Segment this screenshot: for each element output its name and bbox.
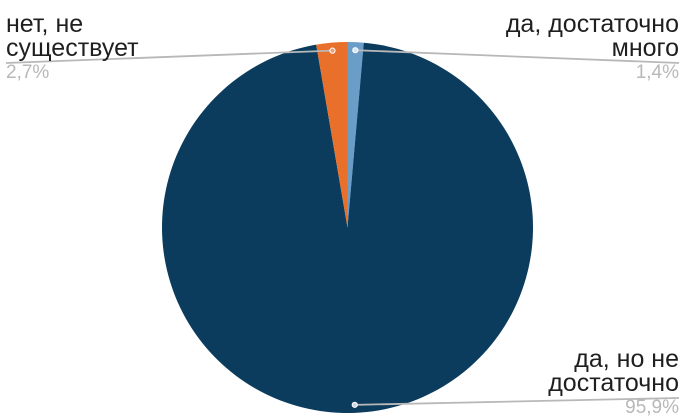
- label-no-does-not-exist: нет, не существует 2,7%: [6, 12, 139, 83]
- label-yes-enough-line1: да, достаточно: [505, 10, 679, 38]
- pie-slice-0: [347, 42, 364, 228]
- label-yes-not-enough: да, но не достаточно 95,9%: [548, 347, 679, 418]
- label-no-does-not-exist-line2: существует: [6, 34, 139, 62]
- label-yes-not-enough-line1: да, но не: [574, 345, 679, 373]
- label-yes-not-enough-percent: 95,9%: [625, 397, 679, 418]
- label-yes-enough-percent: 1,4%: [635, 62, 679, 83]
- label-yes-not-enough-leader-line: [354, 397, 680, 406]
- label-yes-not-enough-leader-dot: [351, 401, 358, 408]
- pie-slices: [161, 42, 533, 413]
- label-no-does-not-exist-leader-dot: [329, 47, 336, 54]
- label-no-does-not-exist-line1: нет, не: [6, 10, 84, 38]
- label-yes-enough-leader-line: [355, 49, 680, 64]
- pie-slice-2: [316, 42, 348, 228]
- leader-lines: [5, 47, 680, 408]
- label-yes-not-enough-line2: достаточно: [548, 369, 679, 397]
- label-no-does-not-exist-percent: 2,7%: [6, 62, 50, 83]
- pie-slice-1: [161, 42, 533, 413]
- label-yes-enough-leader-dot: [352, 47, 359, 54]
- label-yes-enough: да, достаточно много 1,4%: [506, 12, 679, 83]
- label-no-does-not-exist-leader-line: [5, 49, 333, 64]
- label-yes-enough-line2: много: [611, 34, 679, 62]
